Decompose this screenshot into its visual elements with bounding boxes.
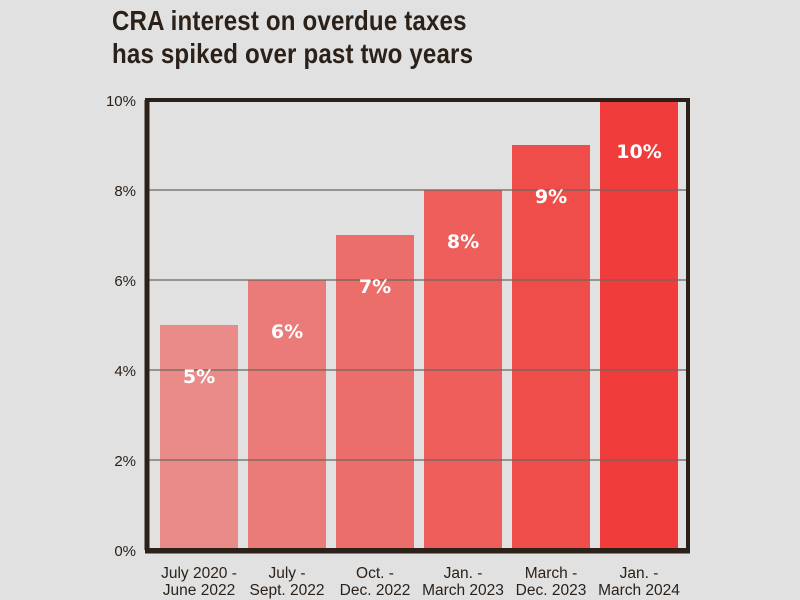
x-tick-label-2-line-1: July - xyxy=(268,565,305,582)
bar-label-1: 5% xyxy=(183,366,215,388)
x-tick-label-1-line-2: June 2022 xyxy=(163,582,235,599)
y-tick-label-10: 10% xyxy=(106,93,136,110)
chart-title-line-2: has spiked over past two years xyxy=(112,38,474,69)
chart-title: CRA interest on overdue taxes has spiked… xyxy=(112,4,628,70)
x-tick-label-4-line-1: Jan. - xyxy=(444,565,483,582)
chart-title-line-1: CRA interest on overdue taxes xyxy=(112,5,467,36)
y-tick-label-8: 8% xyxy=(114,183,136,200)
x-tick-label-5-line-2: Dec. 2023 xyxy=(516,582,587,599)
y-tick-label-6: 6% xyxy=(114,273,136,290)
x-tick-label-3-line-1: Oct. - xyxy=(356,565,394,582)
y-tick-label-0: 0% xyxy=(114,543,136,560)
bar-3 xyxy=(336,235,414,550)
bar-1 xyxy=(160,325,238,550)
y-tick-label-2: 2% xyxy=(114,453,136,470)
x-tick-label-4-line-2: March 2023 xyxy=(422,582,504,599)
x-tick-label-6-line-1: Jan. - xyxy=(620,565,659,582)
x-tick-label-5-line-1: March - xyxy=(525,565,578,582)
x-tick-label-1-line-1: July 2020 - xyxy=(161,565,237,582)
x-tick-label-6-line-2: March 2024 xyxy=(598,582,680,599)
bar-2 xyxy=(248,280,326,550)
bar-5 xyxy=(512,145,590,550)
x-tick-label-2-line-2: Sept. 2022 xyxy=(250,582,325,599)
bar-label-3: 7% xyxy=(359,276,391,298)
bar-6 xyxy=(600,100,678,550)
y-tick-label-4: 4% xyxy=(114,363,136,380)
bar-label-4: 8% xyxy=(447,231,479,253)
bar-label-5: 9% xyxy=(535,186,567,208)
bar-label-2: 6% xyxy=(271,321,303,343)
bar-label-6: 10% xyxy=(616,141,661,163)
x-tick-label-3-line-2: Dec. 2022 xyxy=(340,582,411,599)
